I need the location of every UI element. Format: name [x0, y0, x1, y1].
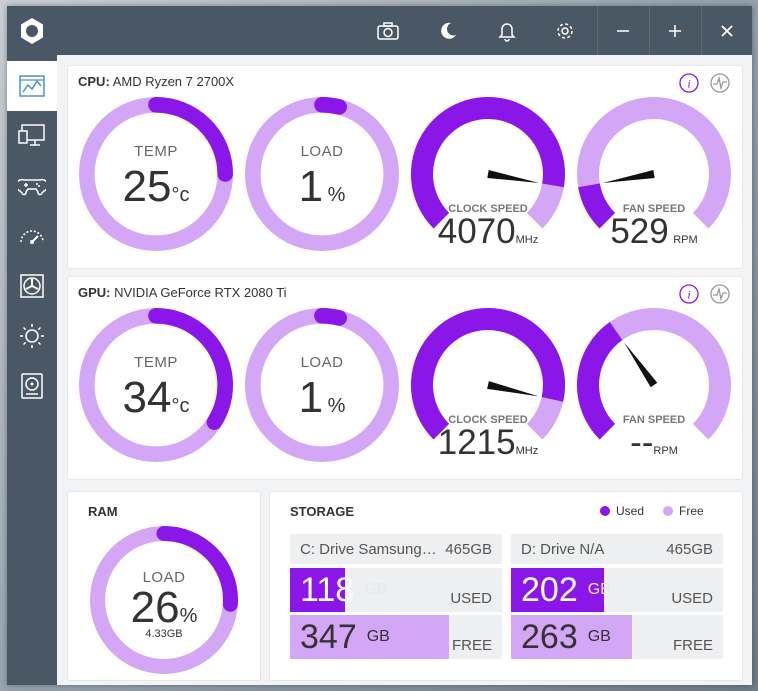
drive-c-header: C: Drive Samsung SSD465GB: [290, 534, 502, 564]
title-bar: [7, 6, 752, 55]
gpu-fan-label: FAN SPEED: [622, 414, 686, 426]
speedo-fill: [577, 322, 623, 440]
speedo-needle: [624, 342, 658, 388]
sidebar-item-dashboard[interactable]: [7, 61, 57, 111]
svg-text:i: i: [687, 77, 690, 91]
info-icon[interactable]: i: [678, 72, 700, 94]
gpu-temp-gauge: TEMP 34°c: [78, 307, 234, 463]
speedo-fill: [411, 97, 565, 229]
sidebar-item-performance[interactable]: [7, 211, 57, 261]
drive-c-free-bar: 347 GB FREE: [290, 615, 502, 659]
sidebar-item-lighting[interactable]: [7, 311, 57, 361]
speedo-fill: [411, 308, 565, 440]
brightness-icon: [20, 324, 44, 348]
gpu-load-gauge: LOAD 1 %: [244, 307, 400, 463]
speedo-fill: [578, 182, 616, 229]
speedo-needle: [487, 170, 540, 183]
gamepad-icon: [18, 178, 46, 196]
cpu-fan-value: 529 RPM: [610, 212, 698, 251]
ram-title: RAM: [88, 504, 118, 519]
ram-used-amount: 4.33GB: [145, 628, 183, 640]
cpu-fan-gauge: FAN SPEED 529 RPM: [576, 96, 732, 252]
cpu-load-gauge: LOAD 1 %: [244, 96, 400, 252]
app-logo-icon: [21, 18, 43, 44]
cpu-load-label: LOAD: [300, 143, 344, 160]
speedo-track: [577, 97, 731, 229]
speedometer-icon: [20, 230, 44, 244]
app-window: CPU: AMD Ryzen 7 2700X i TEMP 25°c LOAD …: [7, 6, 752, 685]
ring-fill: [79, 97, 233, 251]
ram-load-label: LOAD: [142, 569, 186, 586]
sidebar-item-monitor[interactable]: [7, 111, 57, 161]
gpu-load-label: LOAD: [300, 354, 344, 371]
maximize-icon[interactable]: [650, 6, 700, 55]
cpu-temp-gauge: TEMP 25°c: [78, 96, 234, 252]
ram-load-value: 26%: [130, 583, 198, 632]
sidebar: [7, 55, 57, 685]
drive-c-used-bar: 118 GB USED: [290, 568, 502, 612]
sidebar-item-fans[interactable]: [7, 261, 57, 311]
pulse-icon[interactable]: [709, 72, 731, 94]
sidebar-item-gaming[interactable]: [7, 161, 57, 211]
svg-text:i: i: [687, 288, 690, 302]
ring-fill: [90, 526, 238, 674]
gpu-temp-label: TEMP: [134, 354, 178, 371]
drive-d-used-bar: 202 GB USED: [511, 568, 723, 612]
moon-icon[interactable]: [423, 6, 473, 55]
legend-used: Used: [600, 504, 644, 518]
gpu-fan-gauge: FAN SPEED --RPM: [576, 307, 732, 463]
monitor-icon: [18, 124, 45, 146]
gpu-title: GPU: NVIDIA GeForce RTX 2080 Ti: [78, 285, 287, 300]
drive-d-free-bar: 263 GB FREE: [511, 615, 723, 659]
gpu-clock-label: CLOCK SPEED: [448, 414, 528, 426]
cpu-load-value: 1 %: [298, 162, 346, 211]
ram-panel: RAM LOAD 26% 4.33GB: [67, 491, 261, 681]
speedo-needle: [487, 381, 539, 397]
storage-title: STORAGE: [290, 504, 355, 519]
legend-free: Free: [663, 504, 704, 518]
camera-icon[interactable]: [363, 6, 413, 55]
dashboard-icon: [19, 75, 45, 97]
speedo-needle: [602, 170, 655, 183]
cpu-temp-label: TEMP: [134, 143, 178, 160]
sidebar-item-storage[interactable]: [7, 361, 57, 411]
info-icon[interactable]: i: [678, 283, 700, 305]
gpu-temp-value: 34°c: [122, 373, 190, 422]
ring-fill: [79, 308, 233, 462]
ring-fill: [245, 97, 399, 251]
pulse-icon[interactable]: [709, 283, 731, 305]
cpu-temp-value: 25°c: [122, 162, 190, 211]
cpu-clock-gauge: CLOCK SPEED 4070MHz: [410, 96, 566, 252]
gpu-fan-value: --RPM: [630, 423, 678, 462]
gpu-clock-gauge: CLOCK SPEED 1215MHz: [410, 307, 566, 463]
storage-panel: STORAGE Used Free C: Drive Samsung SSD46…: [269, 491, 743, 681]
cpu-fan-label: FAN SPEED: [622, 203, 686, 215]
gear-icon[interactable]: [540, 6, 590, 55]
minimize-icon[interactable]: [598, 6, 648, 55]
gpu-clock-value: 1215MHz: [437, 423, 539, 462]
cpu-clock-value: 4070MHz: [437, 212, 539, 251]
ring-fill: [245, 308, 399, 462]
gpu-panel: GPU: NVIDIA GeForce RTX 2080 Ti i TEMP 3…: [67, 276, 743, 480]
fan-icon: [20, 274, 44, 298]
cpu-panel: CPU: AMD Ryzen 7 2700X i TEMP 25°c LOAD …: [67, 65, 743, 269]
ram-load-gauge: LOAD 26% 4.33GB: [89, 525, 239, 675]
bell-icon[interactable]: [482, 6, 532, 55]
cpu-title: CPU: AMD Ryzen 7 2700X: [78, 74, 235, 89]
drive-d-header: D: Drive N/A 465GB: [511, 534, 723, 564]
dashboard-content: CPU: AMD Ryzen 7 2700X i TEMP 25°c LOAD …: [57, 55, 752, 685]
close-icon[interactable]: [702, 6, 752, 55]
gpu-load-value: 1 %: [298, 373, 346, 422]
cpu-clock-label: CLOCK SPEED: [448, 203, 528, 215]
storage-icon: [21, 373, 43, 399]
